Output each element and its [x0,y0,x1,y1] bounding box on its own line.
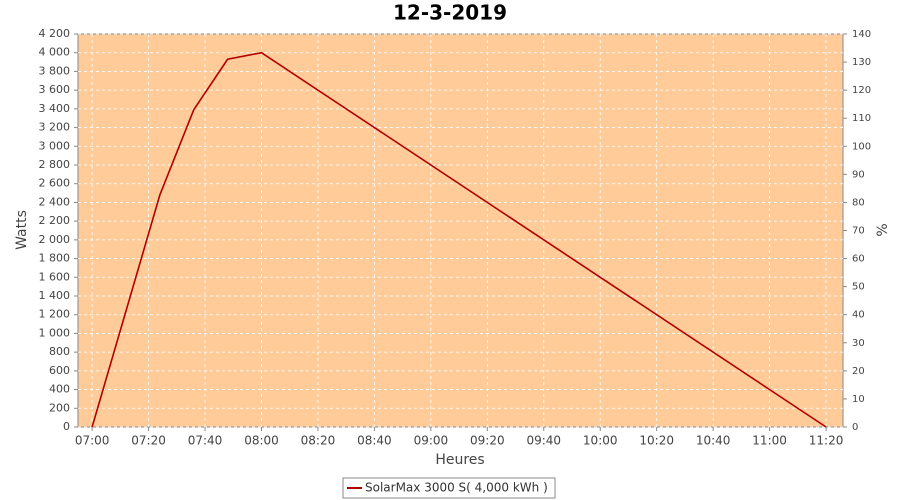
y-tick-label: 400 [49,383,70,396]
y2-axis-label: % [875,223,891,236]
y-tick-label: 1 000 [39,326,71,339]
x-tick-label: 11:00 [752,434,787,448]
y-tick-label: 4 000 [39,46,71,59]
y2-tick-label: 10 [852,394,865,405]
y2-tick-label: 130 [852,57,871,68]
y-tick-label: 4 200 [39,27,71,40]
x-tick-label: 08:00 [244,434,279,448]
x-axis-label: Heures [435,452,484,468]
y2-tick-label: 110 [852,113,871,124]
y-tick-label: 1 600 [39,270,71,283]
series-line [91,51,827,428]
y-tick-label: 2 800 [39,158,71,171]
x-tick-label: 09:00 [414,434,449,448]
x-tick-label: 08:20 [301,434,336,448]
y-axis-label: Watts [14,210,30,250]
x-tick-label: 08:40 [357,434,392,448]
y-tick-label: 3 200 [39,121,71,134]
plot-area [77,33,844,428]
y2-tick-label: 60 [852,254,865,265]
x-tick-label: 07:00 [75,434,110,448]
y2-tick-label: 30 [852,338,865,349]
x-tick-label: 10:00 [583,434,618,448]
y2-tick-label: 80 [852,197,865,208]
y2-tick-label: 70 [852,226,865,237]
y-tick-label: 1 200 [39,308,71,321]
x-tick-label: 11:20 [809,434,844,448]
y2-tick-label: 100 [852,141,871,152]
y2-tick-label: 20 [852,366,865,377]
y-tick-label: 2 000 [39,233,71,246]
x-tick-label: 09:20 [470,434,505,448]
y2-tick-label: 90 [852,169,865,180]
y2-tick-label: 40 [852,310,865,321]
y-tick-label: 200 [49,401,70,414]
y-tick-label: 3 800 [39,64,71,77]
y2-tick-label: 120 [852,85,871,96]
y-tick-label: 2 400 [39,195,71,208]
y-tick-label: 0 [63,420,70,433]
y-tick-label: 1 800 [39,252,71,265]
y2-tick-label: 50 [852,282,865,293]
x-tick-label: 10:40 [696,434,731,448]
y-tick-label: 3 600 [39,83,71,96]
legend-label: SolarMax 3000 S( 4,000 kWh ) [365,481,548,495]
y2-tick-label: 140 [852,29,871,40]
legend-box [342,477,556,499]
y-tick-label: 2 600 [39,177,71,190]
x-tick-label: 07:20 [131,434,166,448]
y2-tick-label: 0 [852,422,858,433]
x-tick-label: 07:40 [188,434,223,448]
y-tick-label: 3 000 [39,139,71,152]
x-tick-label: 09:40 [526,434,561,448]
y-tick-label: 2 200 [39,214,71,227]
y-tick-label: 800 [49,345,70,358]
x-tick-label: 10:20 [639,434,674,448]
y-tick-label: 600 [49,364,70,377]
y-tick-label: 3 400 [39,102,71,115]
chart-title: 12-3-2019 [393,1,507,25]
y-tick-label: 1 400 [39,289,71,302]
